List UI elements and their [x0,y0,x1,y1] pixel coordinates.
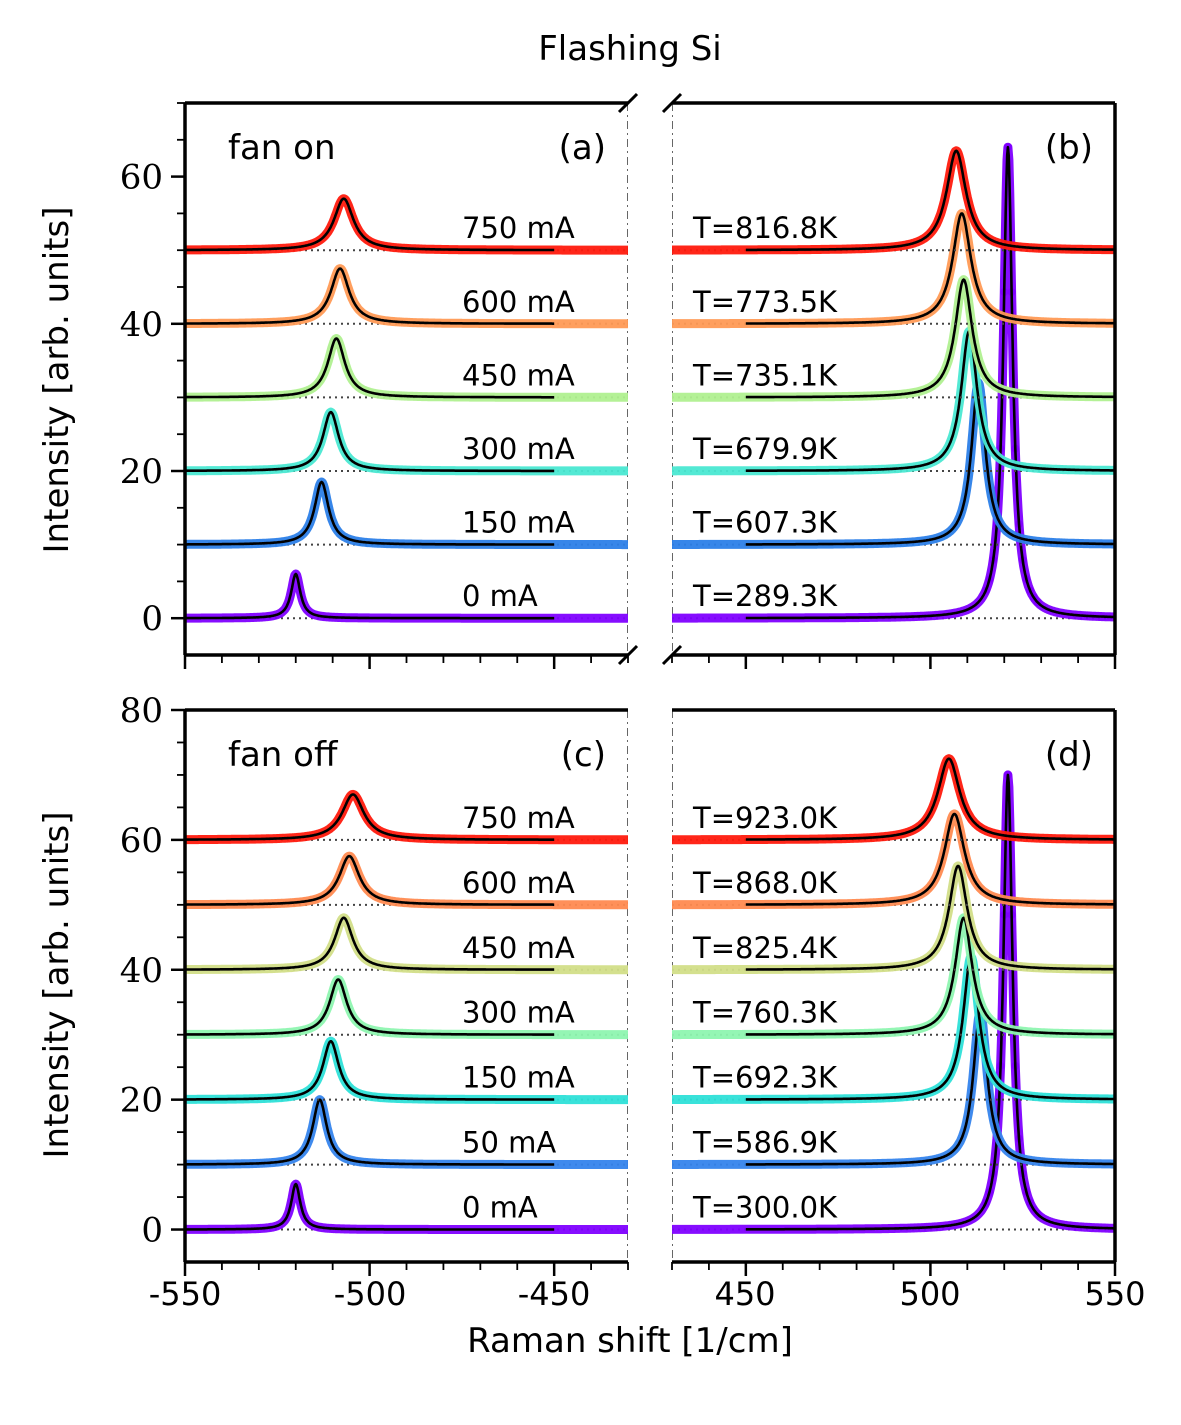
y-tick-label: 40 [120,951,163,991]
panel-b: T=289.3K T=607.3K T=679.9K T=735.1K T=773.5K… [661,92,1117,669]
axis-break-mark [661,92,683,114]
y-tick-label: 0 [141,599,163,639]
fit-line [745,955,1115,1101]
x-tick-label: -500 [334,1275,407,1313]
fit-line [745,1010,1115,1166]
series-label: T=289.3K [692,579,838,613]
series-label: 300 mA [462,432,575,466]
panel-d: T=300.0K T=586.9K T=692.3K T=760.3K T=825.4K… [671,708,1117,1276]
fit-line [185,197,555,252]
series-label: 450 mA [462,358,575,392]
y-tick-label: 40 [120,305,163,345]
panel-annotation: fan on [228,128,336,168]
series-label: T=760.3K [692,996,838,1030]
panel-label: (a) [559,128,606,168]
plot-area [185,710,628,1262]
figure-title: Flashing Si [538,29,722,69]
series-label: 750 mA [462,801,575,835]
x-tick-label: -550 [149,1275,222,1313]
fit-line [185,337,555,399]
panel-annotation: fan off [228,735,339,775]
x-tick-label: 550 [1084,1275,1145,1313]
fit-line [185,978,555,1036]
fit-line [745,381,1115,546]
series-label: 600 mA [462,285,575,319]
fit-line [185,1040,555,1101]
x-tick-label: 500 [899,1275,960,1313]
fit-line [185,267,555,326]
fit-line [745,330,1115,473]
y-tick-label: 20 [120,1081,163,1121]
series-label: 450 mA [462,931,575,965]
data-series-band [185,1095,628,1169]
series-label: 300 mA [462,996,575,1030]
series-label: T=300.0K [692,1191,838,1225]
plot-area [185,103,628,655]
fit-line [745,149,1115,252]
y-axis-label-top: Intensity [arb. units] [37,207,77,554]
panel-label: (d) [1045,735,1093,775]
y-tick-label: 60 [120,821,163,861]
x-tick-label: -450 [518,1275,591,1313]
data-series-band [185,569,628,623]
series-label: T=692.3K [692,1061,838,1095]
series-label: T=679.9K [692,432,838,466]
fit-line [185,480,555,546]
fit-line [185,1182,555,1231]
series-label: T=607.3K [692,506,838,540]
y-tick-label: 80 [120,691,163,731]
y-tick-label: 20 [120,452,163,492]
fit-line [745,278,1115,399]
fit-line [745,864,1115,971]
fit-line [185,410,555,473]
panel-label: (c) [561,735,606,775]
series-label: T=868.0K [692,866,838,900]
panel-c: 0 mA 50 mA 150 mA 300 mA 450 mA 600 mA 750 mA 0… [120,691,629,1276]
fit-line [745,916,1115,1036]
y-axis-label-bottom: Intensity [arb. units] [37,812,77,1159]
fit-line [745,812,1115,906]
fit-line [185,854,555,907]
fit-line [745,212,1115,325]
fit-line [745,773,1115,1231]
fit-line [745,757,1115,841]
series-label: 0 mA [462,1191,538,1225]
series-label: T=586.9K [692,1126,838,1160]
fit-line [185,793,555,842]
x-axis-label: Raman shift [1/cm] [467,1321,793,1361]
panel-label: (b) [1045,128,1093,168]
x-tick-labels: -550 -500 -450 450 500 550 [149,1275,1146,1313]
x-tick-label: 450 [714,1275,775,1313]
fit-line [185,916,555,971]
fit-line [745,145,1115,620]
series-label: 750 mA [462,211,575,245]
series-label: T=825.4K [692,931,838,965]
series-label: T=773.5K [692,285,838,319]
series-label: 50 mA [462,1126,556,1160]
y-tick-label: 60 [120,158,163,198]
series-label: T=735.1K [692,358,838,392]
plot-area [672,710,1115,1262]
series-label: T=816.8K [692,211,838,245]
series-label: 150 mA [462,1061,575,1095]
y-tick-label: 0 [141,1211,163,1251]
data-series-band [185,1179,628,1234]
fit-line [185,1098,555,1166]
series-label: T=923.0K [692,801,838,835]
axis-break-mark [617,92,639,114]
series-label: 600 mA [462,866,575,900]
series-label: 0 mA [462,579,538,613]
fit-line [185,572,555,620]
series-label: 150 mA [462,506,575,540]
plot-area [672,103,1115,655]
panel-a: 0 mA 150 mA 300 mA 450 mA 600 mA 750 mA 0 20 40 6… [120,92,639,669]
